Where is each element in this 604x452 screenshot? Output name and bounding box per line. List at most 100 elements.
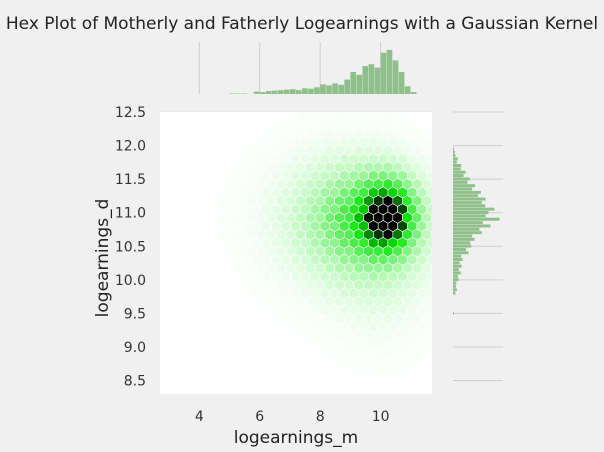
x-tick-label: 4 xyxy=(195,409,204,425)
x-marginal-bar xyxy=(332,83,338,94)
y-marginal-bar xyxy=(453,281,457,285)
y-marginal-bar xyxy=(453,247,466,251)
hex-cell xyxy=(436,355,446,366)
y-tick-label: 12.5 xyxy=(115,105,146,121)
hex-cell xyxy=(398,112,407,115)
hex-cell xyxy=(431,130,432,137)
y-marginal-bars xyxy=(453,147,500,315)
y-marginal-bar xyxy=(453,261,460,265)
hex-cell xyxy=(349,112,359,115)
hex-cell xyxy=(378,112,388,115)
x-marginal-bar xyxy=(356,74,363,94)
hex-cell xyxy=(431,163,432,171)
hex-cell xyxy=(214,112,223,115)
hex-cell xyxy=(431,281,432,289)
x-marginal-bar xyxy=(302,88,308,94)
hex-cell xyxy=(436,153,446,164)
hex-cell xyxy=(359,112,368,115)
hex-cell xyxy=(436,170,446,181)
y-marginal-bar xyxy=(453,274,458,278)
hex-cell xyxy=(301,112,310,115)
x-marginal-bar xyxy=(404,86,411,94)
y-marginal-bar xyxy=(453,221,483,225)
x-marginal-bar xyxy=(283,89,290,94)
y-marginal-bar xyxy=(453,268,459,272)
hex-cell xyxy=(436,220,446,231)
hex-cell xyxy=(436,103,446,114)
hex-cell xyxy=(160,112,165,115)
x-tick-label: 8 xyxy=(316,409,325,425)
y-marginal-bar xyxy=(453,153,456,157)
y-tick-label: 11.5 xyxy=(115,172,146,188)
y-marginal-bar xyxy=(453,194,478,198)
y-marginal-bar xyxy=(453,284,456,288)
hex-cell xyxy=(436,187,446,198)
y-marginal-bar xyxy=(453,234,473,238)
x-marginal-bars xyxy=(229,49,417,94)
x-marginal-bar xyxy=(314,87,320,94)
hex-cell xyxy=(436,237,446,248)
hex-cell xyxy=(436,120,446,131)
y-marginal-bar xyxy=(453,278,459,282)
x-tick-label: 10 xyxy=(372,409,390,425)
hex-cell xyxy=(431,315,432,322)
y-marginal-bar xyxy=(453,160,457,164)
x-marginal-bar xyxy=(398,71,405,94)
y-axis-label: logearnings_d xyxy=(93,199,113,318)
hex-cell xyxy=(194,112,203,115)
y-marginal-bar xyxy=(453,227,480,231)
y-marginal-bar xyxy=(453,258,463,261)
x-marginal-bar xyxy=(289,89,296,94)
x-marginal-bar xyxy=(362,66,369,94)
y-tick-label: 9.0 xyxy=(124,340,146,356)
hex-cell xyxy=(272,112,281,115)
y-tick-label: 8.5 xyxy=(124,374,146,390)
x-axis-label: logearnings_m xyxy=(234,428,358,448)
hex-cell xyxy=(431,331,432,339)
hex-cell xyxy=(431,180,432,188)
x-marginal-bar xyxy=(374,67,381,94)
hex-cell xyxy=(436,304,446,315)
x-marginal-histogram xyxy=(198,42,417,94)
x-marginal-bar xyxy=(271,90,278,94)
y-tick-label: 11.0 xyxy=(115,206,146,222)
x-marginal-bar xyxy=(392,60,399,94)
x-marginal-bar xyxy=(296,90,302,94)
y-marginal-bar xyxy=(453,224,491,228)
hex-cell xyxy=(311,112,320,115)
x-marginal-bar xyxy=(326,85,332,94)
hex-cell xyxy=(436,204,446,215)
y-marginal-bar xyxy=(453,204,486,208)
x-marginal-bar xyxy=(344,79,350,94)
hex-cell xyxy=(436,136,446,147)
joint-plot-area xyxy=(160,103,446,394)
hex-cell xyxy=(431,382,432,389)
y-tick-label: 10.5 xyxy=(115,239,146,255)
y-marginal-bar xyxy=(453,311,454,315)
hex-cell xyxy=(340,112,349,115)
hex-cell xyxy=(431,365,432,373)
hex-cell xyxy=(330,112,339,115)
y-marginal-bar xyxy=(453,288,457,292)
hex-cell xyxy=(184,112,194,115)
y-marginal-bar xyxy=(453,170,466,174)
x-marginal-bar xyxy=(368,64,375,94)
y-marginal-bar xyxy=(453,231,482,235)
x-marginal-bar xyxy=(320,84,326,94)
hex-cell xyxy=(436,254,446,265)
hex-cell xyxy=(291,112,300,115)
hex-cell xyxy=(431,113,432,121)
y-marginal-bar xyxy=(453,241,471,245)
y-marginal-histogram xyxy=(453,111,503,382)
hex-cell xyxy=(431,348,432,356)
hex-cell xyxy=(427,112,432,115)
y-marginal-bar xyxy=(453,167,461,171)
y-marginal-bar xyxy=(453,190,481,194)
hex-cell xyxy=(165,112,174,115)
hex-cell xyxy=(252,112,262,115)
hex-cell xyxy=(204,112,213,115)
x-marginal-bar xyxy=(410,92,417,94)
y-marginal-bar xyxy=(453,207,495,211)
hex-cell xyxy=(388,112,397,115)
x-marginal-bar xyxy=(265,91,272,94)
